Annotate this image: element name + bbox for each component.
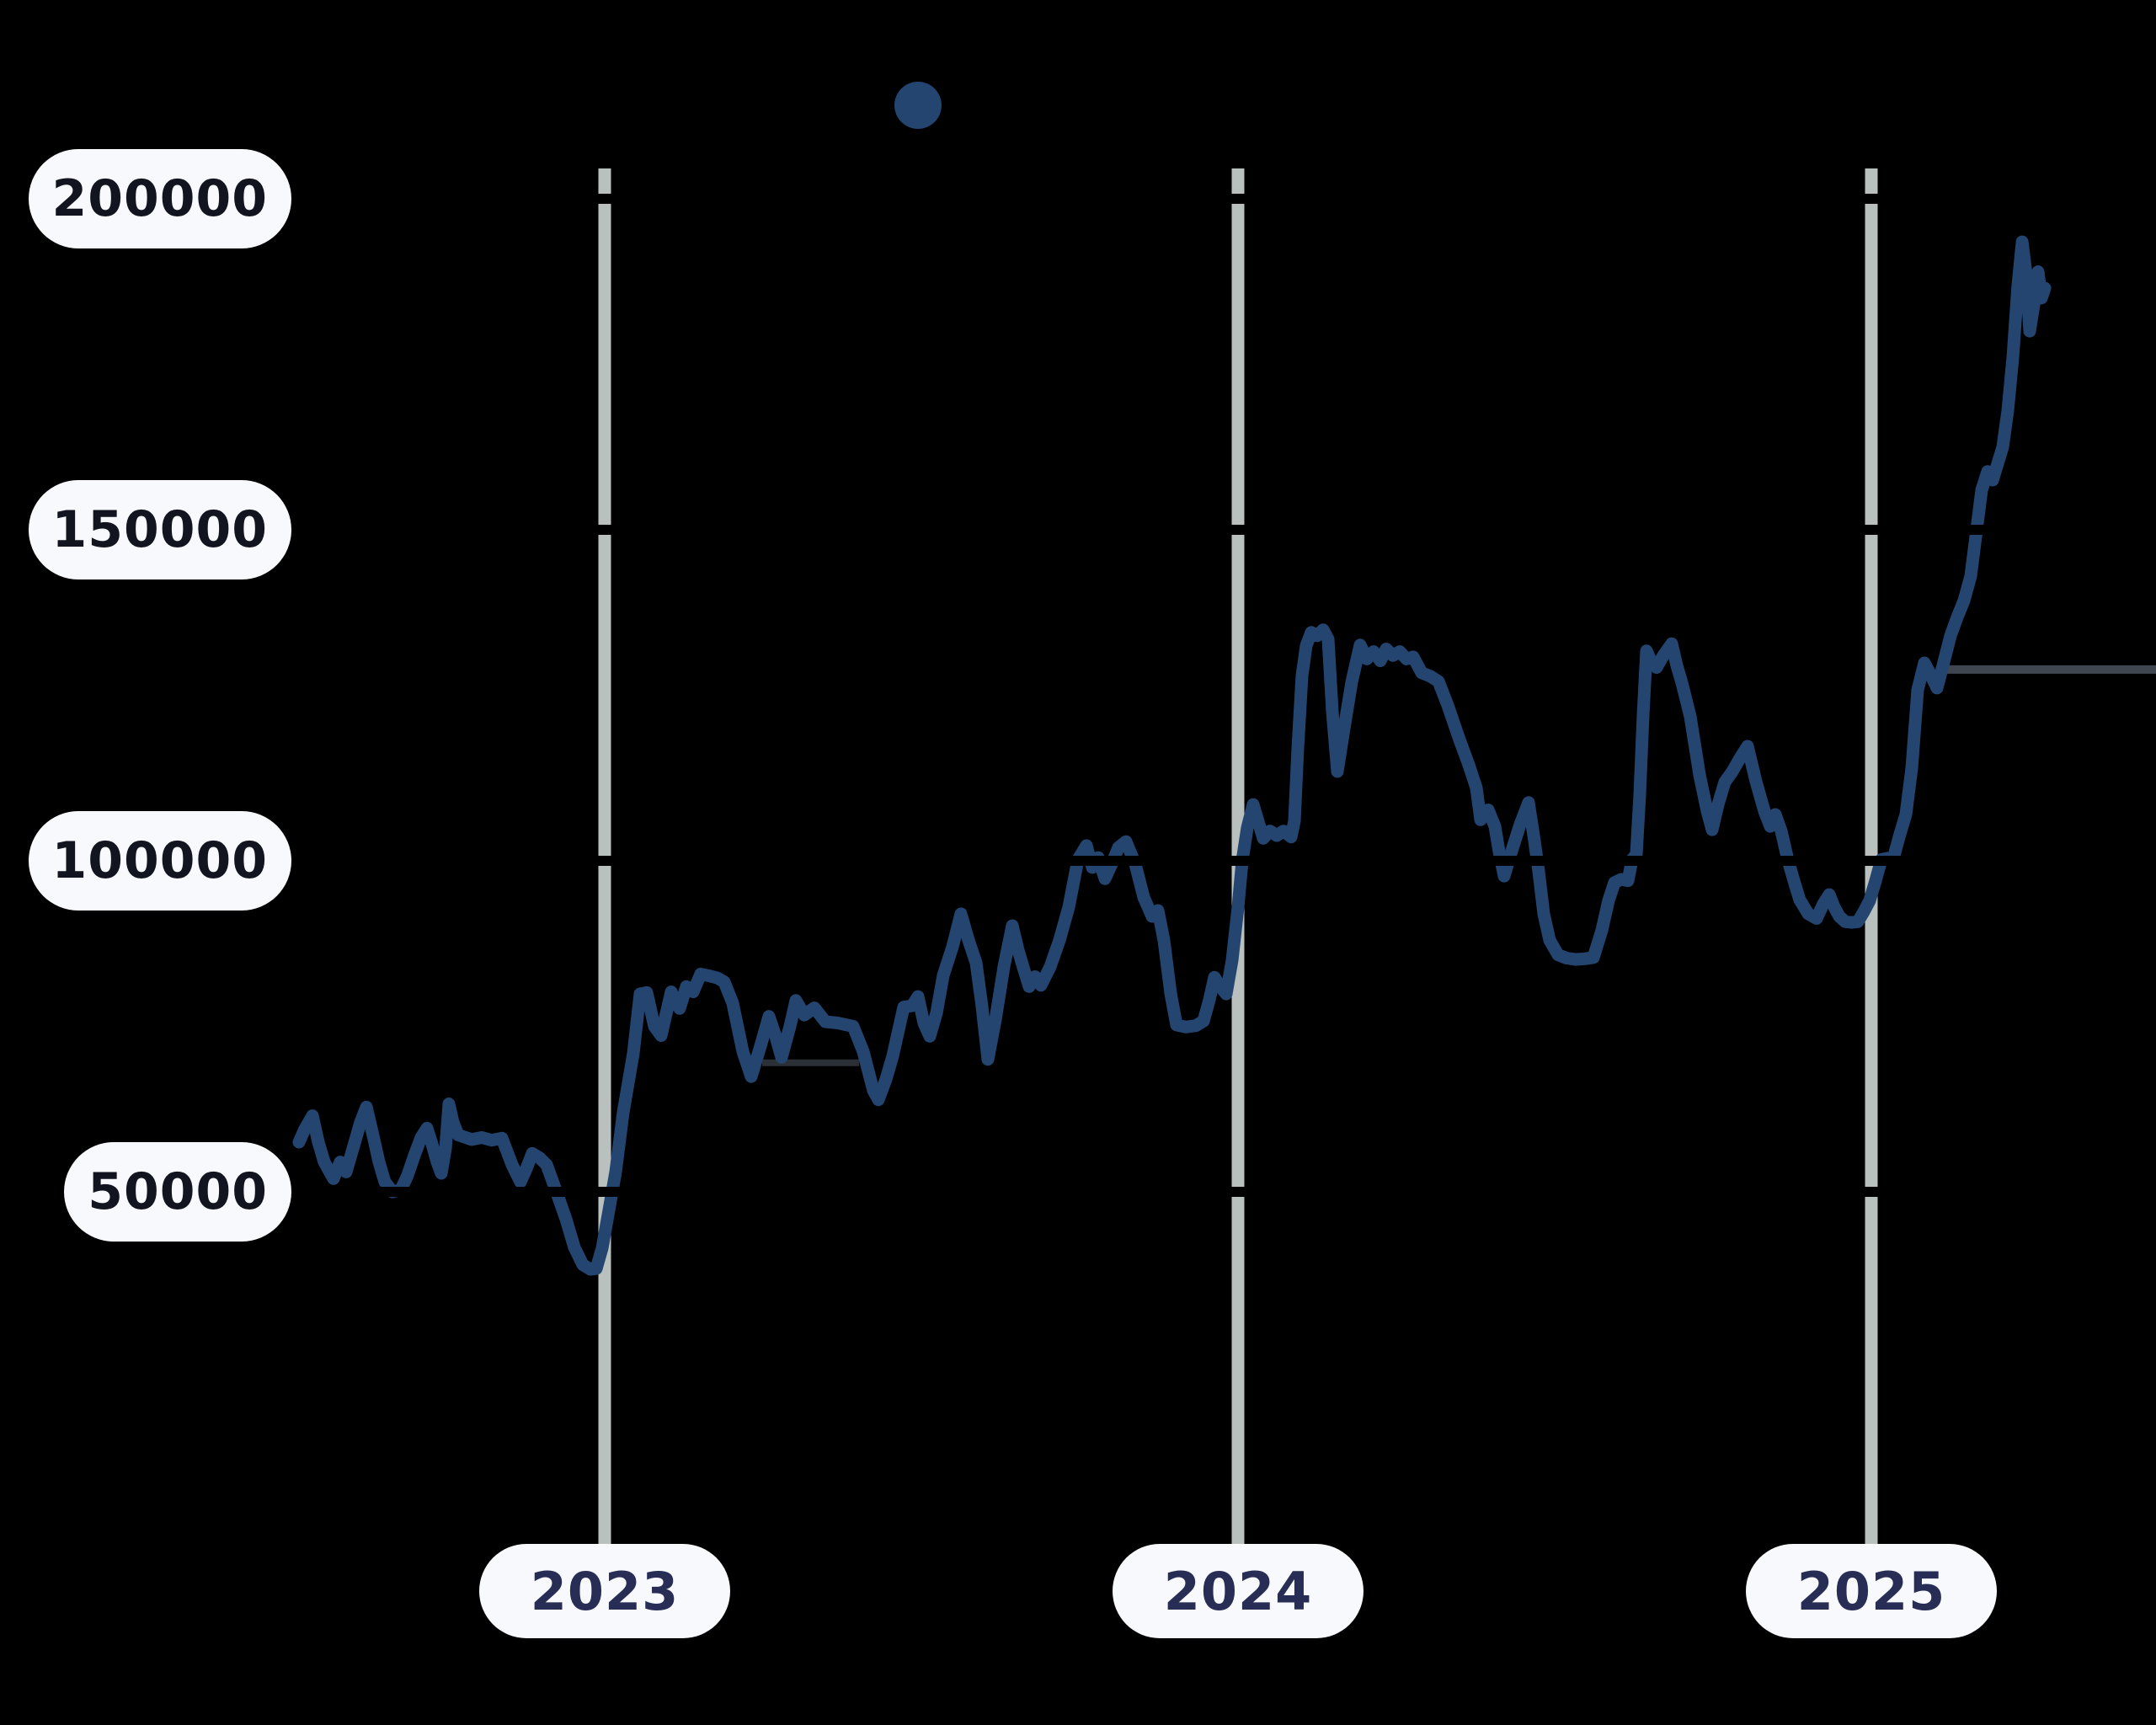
y-axis-label-50000: 50000 xyxy=(64,1142,291,1242)
price-line-series xyxy=(292,235,2052,1276)
x-axis-label-2023: 2023 xyxy=(479,1544,730,1638)
y-axis-label-150000: 150000 xyxy=(28,480,291,579)
y-gridline-200000 xyxy=(0,194,2156,204)
y-gridline-50000 xyxy=(0,1187,2156,1197)
y-gridline-150000 xyxy=(0,525,2156,535)
y-axis-label-200000: 200000 xyxy=(28,149,291,248)
x-axis-label-2025: 2025 xyxy=(1746,1544,1997,1638)
legend-marker-dot xyxy=(894,82,942,129)
y-gridline-100000 xyxy=(0,856,2156,866)
x-axis-label-2024: 2024 xyxy=(1113,1544,1364,1638)
y-axis-label-100000: 100000 xyxy=(28,811,291,911)
